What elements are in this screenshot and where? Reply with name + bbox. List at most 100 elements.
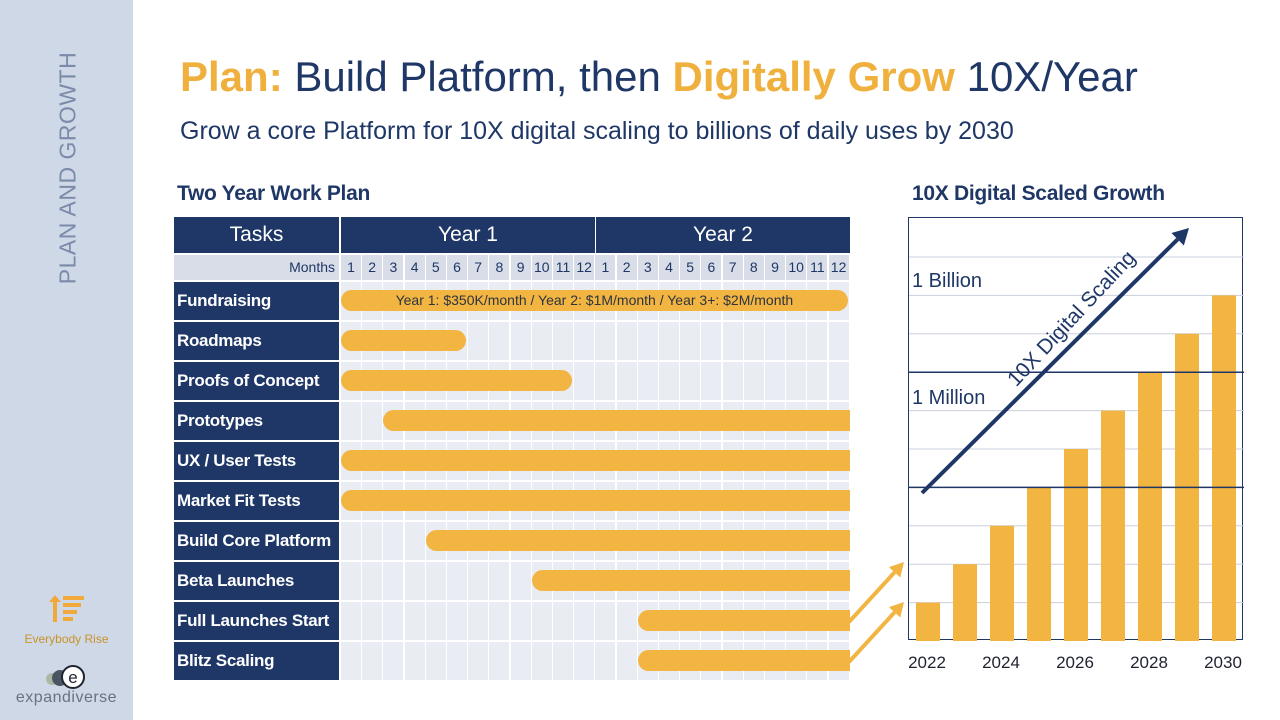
growth-bar bbox=[1138, 372, 1162, 641]
grid-cell bbox=[637, 322, 658, 360]
grid-cell bbox=[722, 322, 743, 360]
grid-cell bbox=[404, 642, 425, 680]
month-cell: 4 bbox=[404, 255, 425, 280]
grid-cell bbox=[595, 642, 616, 680]
grid-cell bbox=[341, 402, 361, 440]
grid-cell bbox=[362, 522, 383, 560]
grid-cell bbox=[574, 642, 595, 680]
task-label: Beta Launches bbox=[174, 562, 339, 600]
grid-cell bbox=[553, 642, 573, 680]
grid-cell bbox=[786, 322, 807, 360]
year1-header: Year 1 bbox=[341, 217, 595, 253]
everybody-rise-logo-icon bbox=[49, 595, 84, 622]
task-bar bbox=[341, 370, 573, 391]
launch-arrow-head bbox=[888, 562, 904, 578]
grid-cell bbox=[701, 362, 722, 400]
task-bar bbox=[531, 570, 850, 591]
month-cell: 1 bbox=[595, 255, 616, 280]
month-cell: 8 bbox=[743, 255, 764, 280]
grid-cell bbox=[616, 362, 637, 400]
task-label: Roadmaps bbox=[174, 322, 339, 360]
month-cell: 6 bbox=[447, 255, 467, 280]
grid-cell bbox=[489, 642, 510, 680]
page-title: Plan: Build Platform, then Digitally Gro… bbox=[180, 53, 1138, 101]
month-cell: 5 bbox=[680, 255, 701, 280]
months-label: Months bbox=[174, 255, 339, 280]
grid-cell bbox=[404, 522, 425, 560]
label-1-million: 1 Million bbox=[912, 387, 986, 409]
growth-bar bbox=[916, 602, 940, 641]
work-plan-title: Two Year Work Plan bbox=[177, 182, 371, 205]
grid-cell bbox=[468, 642, 489, 680]
task-bar bbox=[341, 330, 467, 351]
grid-cell bbox=[637, 362, 658, 400]
page-subtitle: Grow a core Platform for 10X digital sca… bbox=[180, 117, 1014, 145]
title-plan: Plan: bbox=[180, 53, 283, 100]
month-cell: 8 bbox=[489, 255, 510, 280]
grid-cell bbox=[531, 642, 552, 680]
year2-header: Year 2 bbox=[596, 217, 850, 253]
grid-cell bbox=[531, 602, 552, 640]
month-cell: 10 bbox=[786, 255, 807, 280]
month-cell: 12 bbox=[574, 255, 595, 280]
month-cell: 11 bbox=[807, 255, 828, 280]
grid-cell bbox=[425, 602, 446, 640]
grid-cell bbox=[743, 322, 764, 360]
growth-bar bbox=[1101, 410, 1125, 641]
month-cell: 9 bbox=[765, 255, 785, 280]
month-cell: 2 bbox=[362, 255, 383, 280]
month-cell: 5 bbox=[425, 255, 446, 280]
grid-cell bbox=[574, 322, 595, 360]
expandiverse-logo-glyph: e bbox=[68, 668, 77, 687]
grid-cell bbox=[722, 362, 743, 400]
task-bar bbox=[637, 650, 850, 671]
grid-cell bbox=[553, 602, 573, 640]
growth-bar bbox=[1064, 449, 1088, 641]
expandiverse-logo-icon: e bbox=[46, 665, 85, 689]
task-label: Blitz Scaling bbox=[174, 642, 339, 680]
task-label: Build Core Platform bbox=[174, 522, 339, 560]
grid-cell bbox=[341, 562, 361, 600]
grid-cell bbox=[362, 402, 383, 440]
month-cell: 7 bbox=[722, 255, 743, 280]
task-bar bbox=[425, 530, 850, 551]
everybody-rise-label: Everybody Rise bbox=[24, 632, 109, 646]
grid-cell bbox=[489, 602, 510, 640]
month-cell: 6 bbox=[701, 255, 722, 280]
grid-cell bbox=[743, 362, 764, 400]
title-10x: 10X/Year bbox=[954, 53, 1138, 100]
grid-cell bbox=[510, 642, 531, 680]
grid-cell bbox=[341, 602, 361, 640]
growth-title: 10X Digital Scaled Growth bbox=[912, 182, 1165, 205]
expandiverse-label: expandiverse bbox=[15, 689, 118, 706]
month-cell: 7 bbox=[468, 255, 489, 280]
growth-bar bbox=[990, 525, 1014, 641]
grid-cell bbox=[468, 322, 489, 360]
grid-cell bbox=[362, 602, 383, 640]
x-tick-2030: 2030 bbox=[1204, 653, 1242, 672]
task-label: UX / User Tests bbox=[174, 442, 339, 480]
grid-cell bbox=[341, 522, 361, 560]
task-bar bbox=[383, 410, 850, 431]
grid-cell bbox=[383, 602, 404, 640]
grid-cell bbox=[828, 362, 849, 400]
grid-cell bbox=[489, 322, 510, 360]
task-label: Market Fit Tests bbox=[174, 482, 339, 520]
grid-cell bbox=[659, 362, 679, 400]
growth-bar bbox=[1212, 295, 1236, 641]
task-bar bbox=[341, 490, 850, 511]
month-cell: 9 bbox=[510, 255, 531, 280]
month-cell: 4 bbox=[659, 255, 679, 280]
gantt-chart: Tasks Year 1 Year 2 Months 1 2 3 4 5 6 7 8 9 10 11… bbox=[174, 217, 850, 680]
x-tick-2028: 2028 bbox=[1130, 653, 1168, 672]
growth-chart: 1 Billion 1 Million bbox=[908, 217, 1244, 641]
grid-cell bbox=[362, 562, 383, 600]
task-label: Fundraising bbox=[174, 282, 339, 320]
month-cell: 2 bbox=[616, 255, 637, 280]
title-build: Build Platform, then bbox=[282, 53, 673, 100]
month-cell: 3 bbox=[637, 255, 658, 280]
month-cell: 1 bbox=[341, 255, 361, 280]
grid-cell bbox=[341, 642, 361, 680]
month-cell: 10 bbox=[531, 255, 552, 280]
grid-cell bbox=[383, 562, 404, 600]
